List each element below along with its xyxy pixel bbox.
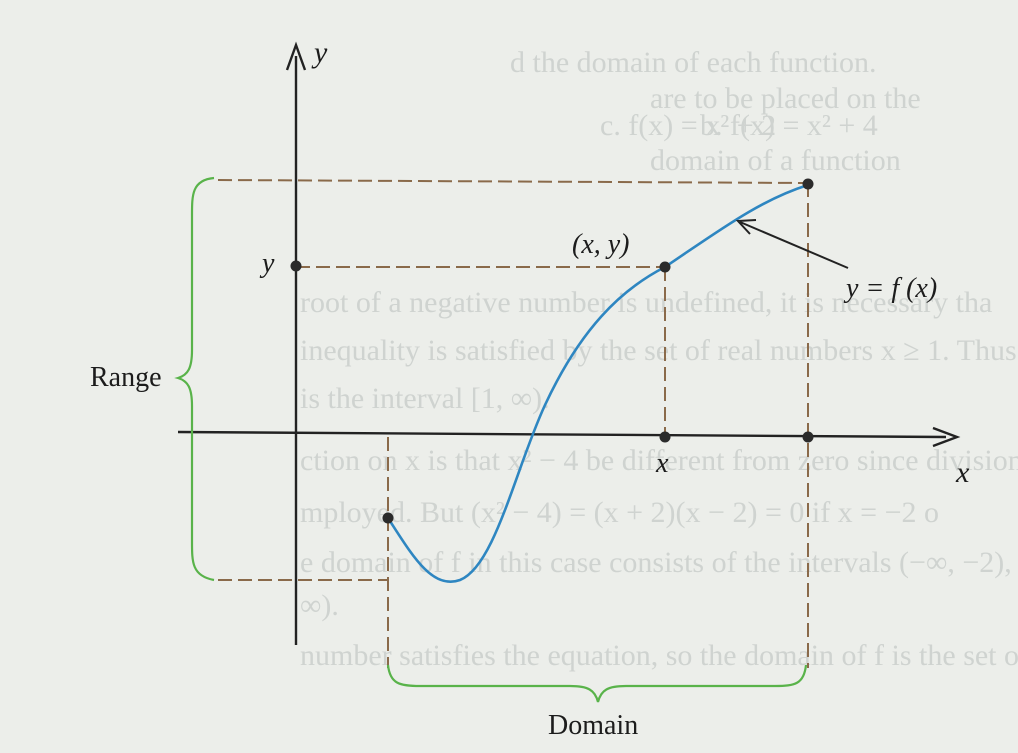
y-axis-label: y: [311, 36, 328, 69]
y-axis-arrow: [285, 41, 307, 71]
ghost-line: d the domain of each function.: [510, 46, 877, 79]
ghost-line: number satisfies the equation, so the do…: [300, 639, 1018, 672]
ghost-line: mployed. But (x² − 4) = (x + 2)(x − 2) =…: [300, 496, 939, 529]
dashed-guides: [217, 179, 809, 668]
x-domain-end-point: [802, 431, 814, 443]
ghost-line: is the interval [1, ∞).: [300, 382, 550, 415]
function-curve: [386, 183, 809, 583]
points: [290, 178, 814, 524]
point-label: (x, y): [572, 229, 630, 260]
y-intercept-point: [290, 260, 302, 272]
ghost-line: ∞).: [300, 589, 339, 622]
ghost-line: e domain of f in this case consists of t…: [300, 546, 1012, 579]
endpoint-upper: [802, 178, 814, 190]
ghost-line: ction on x is that x² − 4 be different f…: [300, 444, 1018, 477]
x-tick-point: [659, 431, 671, 443]
endpoint-lower: [382, 512, 394, 524]
ghost-line: are to be placed on the: [650, 82, 921, 115]
domain-brace: [386, 664, 808, 703]
ghost-line: c. f(x) = x² + 2: [600, 109, 776, 142]
axes: [177, 41, 961, 645]
range-top-guide: [217, 179, 809, 184]
point-x-y: [659, 261, 671, 273]
range-label: Range: [90, 362, 162, 393]
y-tick-label: y: [259, 248, 275, 279]
domain-label: Domain: [548, 710, 638, 741]
x-axis-label: x: [955, 456, 970, 489]
x-axis-arrow: [932, 426, 961, 448]
curve-pointer-arrow: [735, 219, 849, 269]
x-axis: [177, 430, 947, 439]
ghost-line: domain of a function: [650, 144, 901, 177]
ghost-line: root of a negative number is undefined, …: [300, 286, 992, 319]
x-tick-label: x: [655, 448, 669, 479]
ghost-line: inequality is satisfied by the set of re…: [300, 334, 1017, 367]
function-label: y = f (x): [843, 273, 937, 304]
background-bleed-text: d the domain of each function. b. f(x) =…: [300, 46, 1018, 672]
ghost-line: b. f(x) = x² + 4: [700, 109, 878, 142]
range-brace: [174, 176, 215, 582]
